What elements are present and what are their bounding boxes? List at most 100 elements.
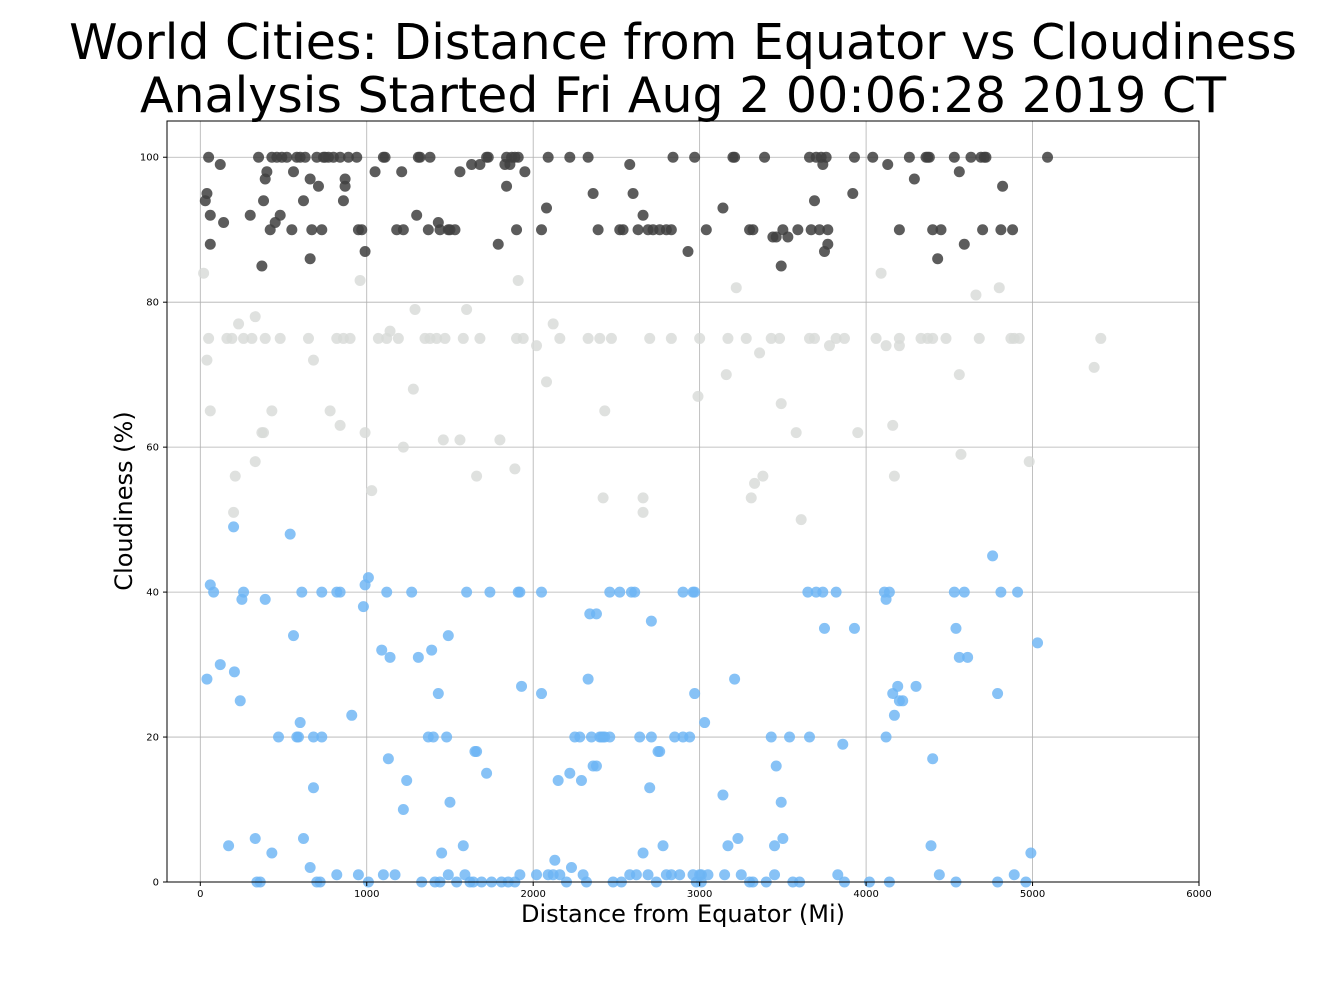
data-point-low [735, 869, 747, 881]
data-point-low [427, 731, 439, 743]
data-point-high [1007, 224, 1019, 236]
data-point-low [837, 738, 849, 750]
data-point-high [995, 224, 1007, 236]
data-point-mid [795, 514, 807, 526]
data-point-mid [392, 332, 404, 344]
data-point-mid [953, 369, 965, 381]
data-point-mid [554, 332, 566, 344]
data-point-high [288, 166, 300, 178]
data-point-high [337, 195, 349, 207]
data-point-low [346, 709, 358, 721]
data-point-low [645, 615, 657, 627]
data-point-low [765, 731, 777, 743]
data-point-mid [203, 332, 215, 344]
x-tick-label: 4000 [853, 889, 878, 900]
data-point-high [808, 195, 820, 207]
data-point-mid [512, 274, 524, 286]
data-point-low [830, 586, 842, 598]
data-point-high [482, 151, 494, 163]
data-point-high [414, 151, 426, 163]
data-point-low [284, 528, 296, 540]
data-point-low [384, 651, 396, 663]
data-point-low [948, 586, 960, 598]
y-axis-ticks: 0 20 40 60 80 100 [140, 153, 167, 889]
data-point-low [201, 673, 213, 685]
data-point-high [356, 224, 368, 236]
data-point-high [923, 151, 935, 163]
data-point-low [436, 847, 448, 859]
data-point-mid [970, 289, 982, 301]
data-point-high [274, 209, 286, 221]
data-point-high [637, 209, 649, 221]
data-point-mid [597, 492, 609, 504]
data-point-low [848, 622, 860, 634]
data-point-low [406, 586, 418, 598]
data-point-low [547, 869, 559, 881]
data-point-mid [730, 282, 742, 294]
data-point-high [997, 180, 1009, 192]
data-point-low [352, 869, 364, 881]
data-point-high [617, 224, 629, 236]
data-point-high [820, 151, 832, 163]
data-point-low [228, 666, 240, 678]
data-point-high [717, 202, 729, 214]
x-tick-label: 1000 [354, 889, 379, 900]
data-point-mid [754, 347, 766, 359]
data-point-high [582, 151, 594, 163]
data-point-low [444, 796, 456, 808]
data-point-high [587, 187, 599, 199]
data-point-high [667, 151, 679, 163]
data-point-high [204, 209, 216, 221]
data-point-mid [582, 332, 594, 344]
data-point-low [769, 869, 781, 881]
data-point-mid [808, 332, 820, 344]
data-point-mid [474, 332, 486, 344]
data-point-mid [233, 318, 245, 330]
data-point-mid [409, 303, 421, 315]
data-point-high [339, 180, 351, 192]
data-point-mid [509, 463, 521, 475]
data-point-low [614, 586, 626, 598]
data-point-low [962, 651, 974, 663]
data-point-low [362, 572, 374, 584]
data-point-high [770, 231, 782, 243]
data-point-high [948, 151, 960, 163]
data-point-low [401, 775, 413, 787]
data-point-low [927, 753, 939, 765]
data-point-low [471, 746, 483, 758]
data-point-high [396, 166, 408, 178]
data-point-mid [229, 470, 241, 482]
data-point-low [689, 688, 701, 700]
data-point-high [536, 224, 548, 236]
data-point-high [258, 195, 270, 207]
data-point-low [657, 840, 669, 852]
data-point-mid [359, 427, 371, 439]
data-point-high [253, 151, 265, 163]
data-point-mid [644, 332, 656, 344]
data-point-high [342, 151, 354, 163]
data-point-low [412, 651, 424, 663]
data-point-mid [454, 434, 466, 446]
data-point-high [908, 173, 920, 185]
data-point-high [379, 151, 391, 163]
data-point-high [813, 224, 825, 236]
data-point-low [637, 847, 649, 859]
data-point-high [204, 238, 216, 250]
data-point-low [296, 586, 308, 598]
data-point-low [441, 731, 453, 743]
data-point-mid [344, 332, 356, 344]
data-point-high [759, 151, 771, 163]
data-point-mid [366, 485, 378, 497]
data-point-low [958, 586, 970, 598]
data-point-mid [599, 405, 611, 417]
data-point-low [634, 731, 646, 743]
data-point-low [223, 840, 235, 852]
data-point-low [717, 789, 729, 801]
data-point-low [804, 731, 816, 743]
data-point-low [950, 622, 962, 634]
data-point-high [935, 224, 947, 236]
y-tick-label: 20 [146, 733, 159, 744]
data-point-low [883, 586, 895, 598]
data-point-low [334, 586, 346, 598]
data-point-low [234, 695, 246, 707]
